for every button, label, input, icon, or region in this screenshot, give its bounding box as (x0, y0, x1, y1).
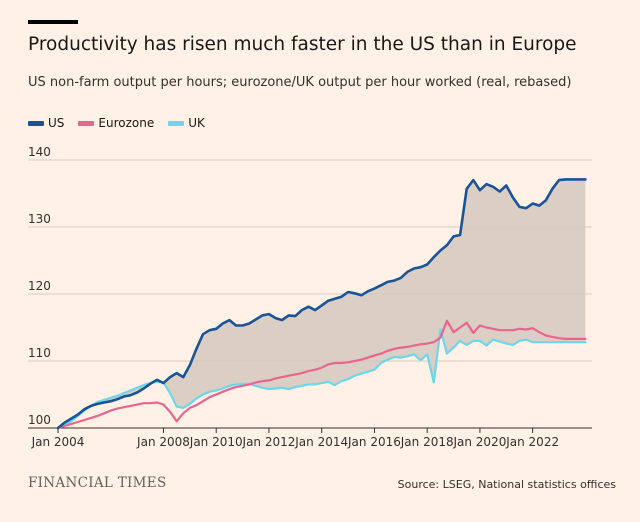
legend-item-us: US (28, 116, 64, 130)
x-tick-label: Jan 2022 (505, 435, 559, 449)
x-tick-label: Jan 2004 (31, 435, 85, 449)
gap-shaded-area (58, 179, 586, 428)
chart-subtitle: US non-farm output per hours; eurozone/U… (28, 75, 572, 90)
y-tick-label: 130 (28, 212, 51, 226)
x-tick-label: Jan 2016 (347, 435, 401, 449)
series-line-eurozone (56, 319, 587, 430)
legend-swatch-us (28, 120, 44, 126)
legend: US Eurozone UK (28, 116, 205, 130)
legend-item-uk: UK (168, 116, 205, 130)
series-line-us (56, 178, 587, 430)
chart-title: Productivity has risen much faster in th… (28, 34, 577, 55)
legend-item-eurozone: Eurozone (78, 116, 154, 130)
y-tick-label: 120 (28, 279, 51, 293)
series-line-uk (56, 328, 587, 430)
y-tick-label: 140 (28, 145, 51, 159)
legend-swatch-eurozone (78, 120, 95, 126)
x-tick-label: Jan 2010 (189, 435, 243, 449)
legend-swatch-uk (168, 120, 185, 126)
x-axis-ticks: Jan 2004 Jan 2008 Jan 2010 Jan 2012 Jan 2014… (31, 428, 559, 449)
x-tick-label: Jan 2008 (136, 435, 190, 449)
y-tick-label: 100 (28, 413, 51, 427)
source-note: Source: LSEG, National statistics office… (397, 478, 616, 491)
x-tick-label: Jan 2012 (242, 435, 296, 449)
legend-label-us: US (48, 116, 65, 130)
y-tick-label: 110 (28, 346, 51, 360)
title-accent-bar (28, 20, 78, 24)
x-tick-label: Jan 2018 (400, 435, 454, 449)
legend-label-eurozone: Eurozone (98, 116, 155, 130)
x-tick-label: Jan 2020 (452, 435, 506, 449)
series-lines (56, 178, 587, 430)
y-axis-ticks: 100 110 120 130 140 (28, 145, 51, 427)
ft-logo-wordmark: FINANCIAL TIMES (28, 475, 167, 491)
legend-label-uk: UK (188, 116, 205, 130)
x-tick-label: Jan 2014 (294, 435, 348, 449)
